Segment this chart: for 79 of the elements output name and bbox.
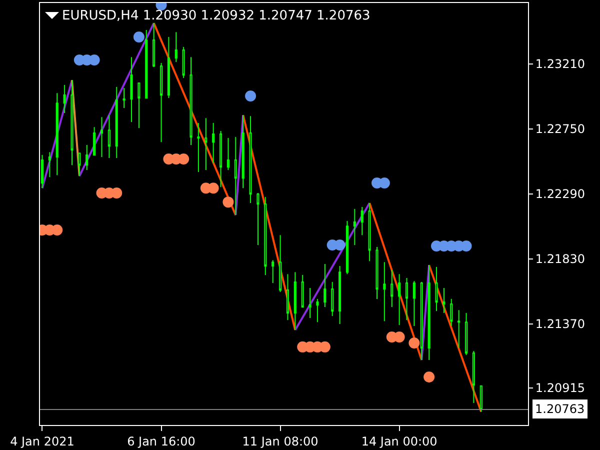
- point: [222, 196, 234, 208]
- candlestick: [324, 264, 326, 308]
- candlestick: [464, 312, 468, 356]
- candlestick: [420, 281, 423, 361]
- candlestick: [272, 260, 274, 284]
- candlestick: [212, 122, 215, 164]
- y-tick-label: 1.23210: [535, 57, 586, 72]
- candlestick: [480, 385, 482, 412]
- y-tick-label: 1.22750: [535, 122, 586, 136]
- candlestick: [70, 80, 74, 166]
- candlestick: [294, 272, 296, 330]
- x-tick-label: 6 Jan 16:00: [127, 434, 196, 448]
- candlestick: [338, 266, 342, 325]
- candlestick: [204, 118, 208, 171]
- candlestick: [242, 114, 244, 189]
- candlestick: [219, 130, 222, 188]
- candlestick: [197, 122, 200, 172]
- point: [133, 32, 144, 43]
- candlestick: [115, 86, 118, 159]
- y-tick-label: 1.21370: [535, 316, 586, 331]
- candlestick: [279, 234, 282, 292]
- candlestick: [56, 92, 58, 176]
- candlestick: [86, 144, 88, 171]
- candlestick: [450, 298, 453, 327]
- point: [408, 337, 420, 348]
- candlestick: [331, 281, 334, 317]
- candlestick: [63, 84, 66, 114]
- candlestick: [264, 196, 267, 276]
- point: [178, 154, 190, 165]
- candlestick: [78, 152, 81, 177]
- candlestick: [405, 278, 408, 321]
- candlestick: [435, 266, 438, 312]
- candlestick: [398, 274, 401, 326]
- candlestick: [167, 36, 170, 99]
- point: [52, 224, 63, 236]
- candlestick: [226, 137, 230, 171]
- candlestick: [458, 310, 460, 349]
- candlestick: [383, 262, 386, 322]
- y-tick-label: 1.21830: [535, 252, 586, 266]
- candlestick: [122, 87, 126, 109]
- candlestick: [93, 126, 96, 156]
- point: [245, 90, 256, 102]
- ref-line-label: 1.20763: [535, 402, 585, 416]
- candlestick: [286, 274, 289, 321]
- text: EURUSD,H4 1.20930 1.20932 1.20747 1.20763: [62, 8, 370, 24]
- point: [424, 372, 435, 382]
- candlestick: [174, 32, 178, 63]
- candlestick: [412, 280, 416, 327]
- candlestick: [368, 202, 371, 262]
- candlestick: [160, 62, 163, 143]
- candlestick: [472, 350, 475, 404]
- candlestick: [301, 274, 304, 308]
- candlestick: [145, 29, 148, 99]
- candlestick: [108, 114, 110, 159]
- candlestick: [346, 220, 349, 275]
- candlestick: [100, 116, 104, 158]
- candlestick: [256, 192, 260, 246]
- candlestick: [40, 154, 44, 189]
- candlestick: [190, 56, 192, 146]
- x-tick-label: 11 Jan 08:00: [242, 434, 318, 448]
- candlestick: [353, 208, 356, 246]
- candlestick: [390, 269, 394, 308]
- candlestick: [316, 298, 319, 323]
- candlestick: [360, 206, 364, 236]
- candlestick: [138, 82, 140, 129]
- candlestick: [48, 152, 51, 178]
- candlestick: [376, 246, 378, 300]
- candlestick: [442, 288, 446, 314]
- candlestick: [182, 46, 185, 78]
- y-tick-label: 1.22290: [535, 187, 586, 202]
- candlestick: [130, 56, 133, 123]
- candlestick: [249, 116, 252, 204]
- x-tick-label: 14 Jan 00:00: [361, 434, 438, 448]
- candlestick: [308, 288, 312, 318]
- candlestick: [234, 136, 237, 216]
- candlestick: [152, 22, 156, 68]
- y-tick-label: 1.20915: [535, 381, 586, 396]
- x-tick-label: 4 Jan 2021: [10, 434, 74, 448]
- candlestick: [428, 264, 430, 361]
